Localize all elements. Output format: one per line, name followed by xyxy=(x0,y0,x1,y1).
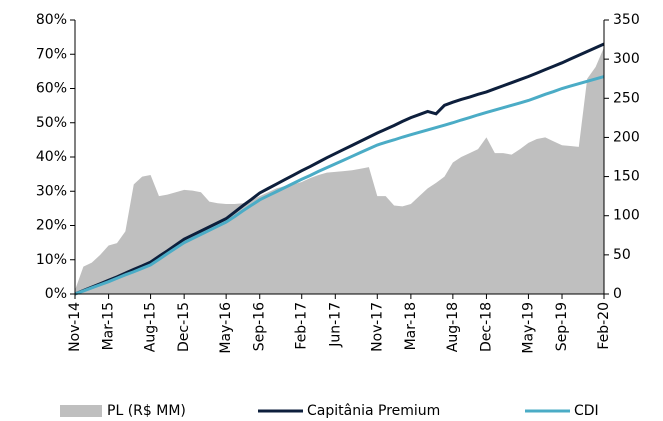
y-tick-label: 50% xyxy=(36,115,67,131)
legend-label: PL (R$ MM) xyxy=(107,403,186,419)
x-tick-label: Sep-16 xyxy=(252,302,268,351)
y2-tick-label: 150 xyxy=(613,169,640,185)
y-tick-label: 70% xyxy=(36,46,67,62)
y2-tick-label: 0 xyxy=(613,286,622,302)
legend-label: Capitânia Premium xyxy=(307,403,440,419)
x-tick-label: Aug-18 xyxy=(445,302,461,352)
legend-label: CDI xyxy=(574,403,599,419)
y-tick-label: 20% xyxy=(36,218,67,234)
x-tick-label: Dec-18 xyxy=(478,302,494,352)
x-tick-label: Mar-18 xyxy=(403,302,419,350)
x-tick-label: May-16 xyxy=(218,302,234,354)
legend-swatch xyxy=(60,405,102,417)
y2-tick-label: 300 xyxy=(613,51,640,67)
x-tick-label: Feb-17 xyxy=(294,302,310,350)
x-tick-label: Sep-19 xyxy=(554,302,570,351)
x-tick-label: Feb-20 xyxy=(596,302,612,350)
y2-tick-label: 100 xyxy=(613,208,640,224)
x-tick-label: Nov-17 xyxy=(369,302,385,352)
x-tick-label: Nov-14 xyxy=(67,302,83,352)
y2-tick-label: 350 xyxy=(613,12,640,28)
x-tick-label: Aug-15 xyxy=(143,302,159,352)
line xyxy=(74,42,605,296)
x-tick-label: May-19 xyxy=(520,302,536,354)
y-tick-label: 60% xyxy=(36,81,67,97)
y-tick-label: 80% xyxy=(36,12,67,28)
x-tick-label: Jun-17 xyxy=(327,302,343,348)
x-tick-label: Mar-15 xyxy=(101,302,117,350)
y2-tick-label: 250 xyxy=(613,90,640,106)
y2-tick-label: 50 xyxy=(613,247,631,263)
line xyxy=(74,75,605,296)
y-tick-label: 30% xyxy=(36,183,67,199)
y-tick-label: 40% xyxy=(36,149,67,165)
area xyxy=(75,47,604,295)
y-tick-label: 0% xyxy=(45,286,67,302)
y2-tick-label: 200 xyxy=(613,129,640,145)
x-tick-label: Dec-15 xyxy=(176,302,192,352)
y-tick-label: 10% xyxy=(36,252,67,268)
